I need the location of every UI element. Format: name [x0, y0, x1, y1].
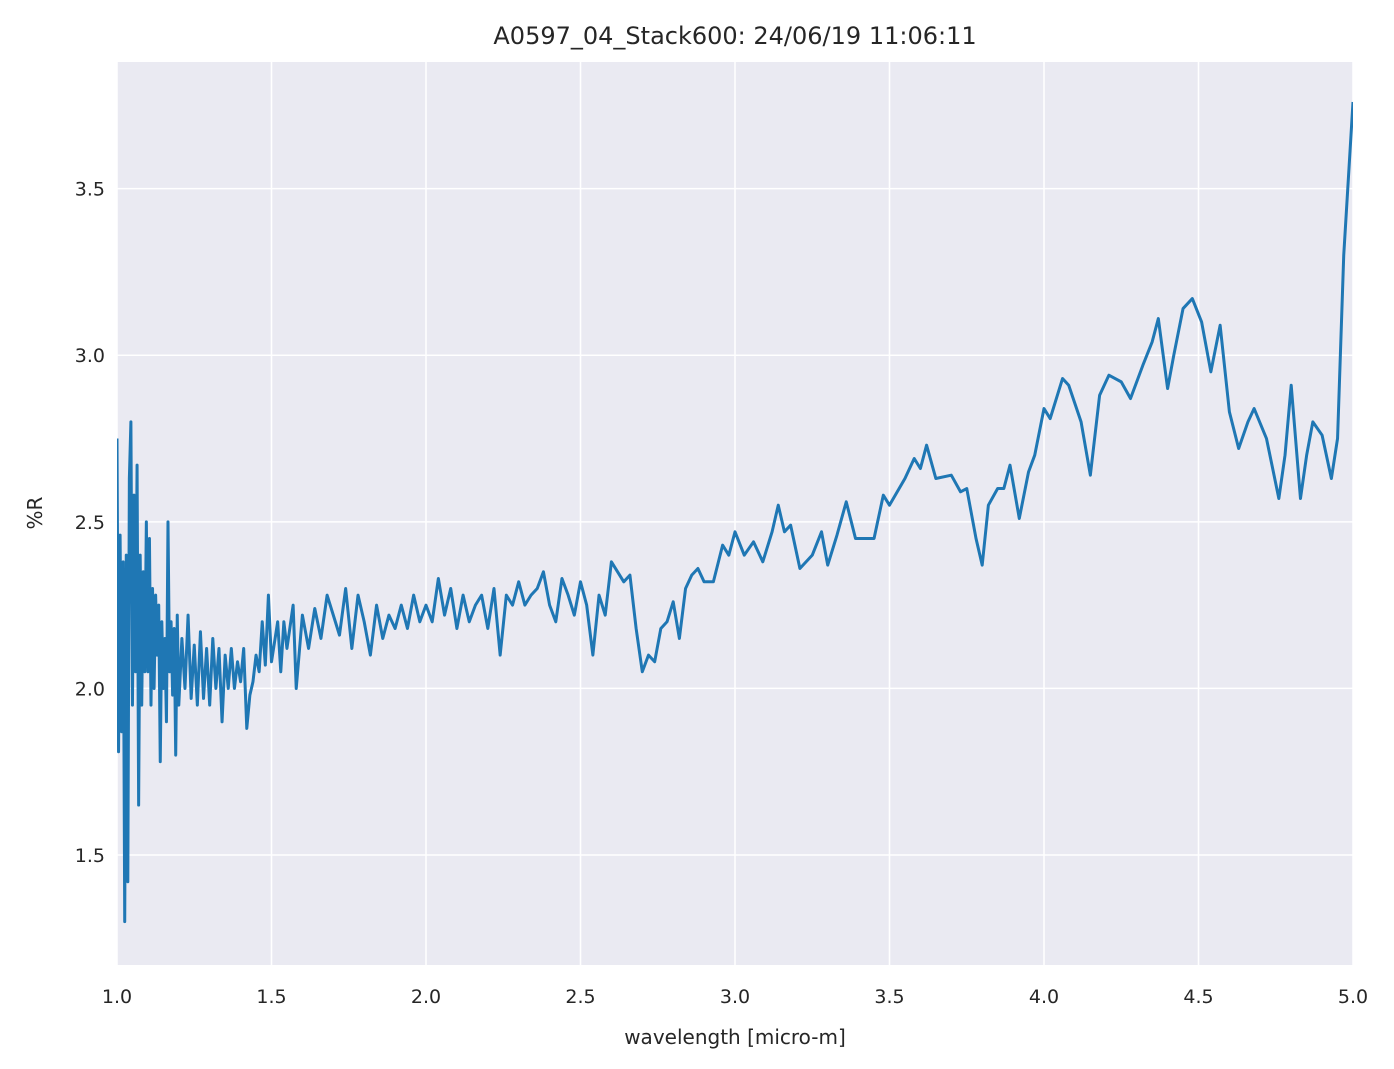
x-tick-label: 1.5	[256, 986, 286, 1008]
y-axis-label: %R	[23, 496, 47, 529]
x-tick-label: 2.0	[411, 986, 441, 1008]
data-line	[117, 101, 1353, 924]
y-tick-label: 3.0	[75, 345, 105, 367]
chart-title: A0597_04_Stack600: 24/06/19 11:06:11	[493, 22, 976, 50]
y-tick-label: 2.5	[75, 512, 105, 534]
x-tick-label: 2.5	[565, 986, 595, 1008]
x-tick-label: 1.0	[102, 986, 132, 1008]
y-tick-label: 3.5	[75, 179, 105, 201]
x-axis-label: wavelength [micro-m]	[624, 1025, 846, 1049]
y-tick-label: 1.5	[75, 845, 105, 867]
x-tick-label: 3.0	[720, 986, 750, 1008]
x-tick-label: 4.5	[1183, 986, 1213, 1008]
y-tick-label: 2.0	[75, 678, 105, 700]
x-tick-label: 5.0	[1338, 986, 1368, 1008]
x-tick-label: 4.0	[1029, 986, 1059, 1008]
x-tick-label: 3.5	[874, 986, 904, 1008]
